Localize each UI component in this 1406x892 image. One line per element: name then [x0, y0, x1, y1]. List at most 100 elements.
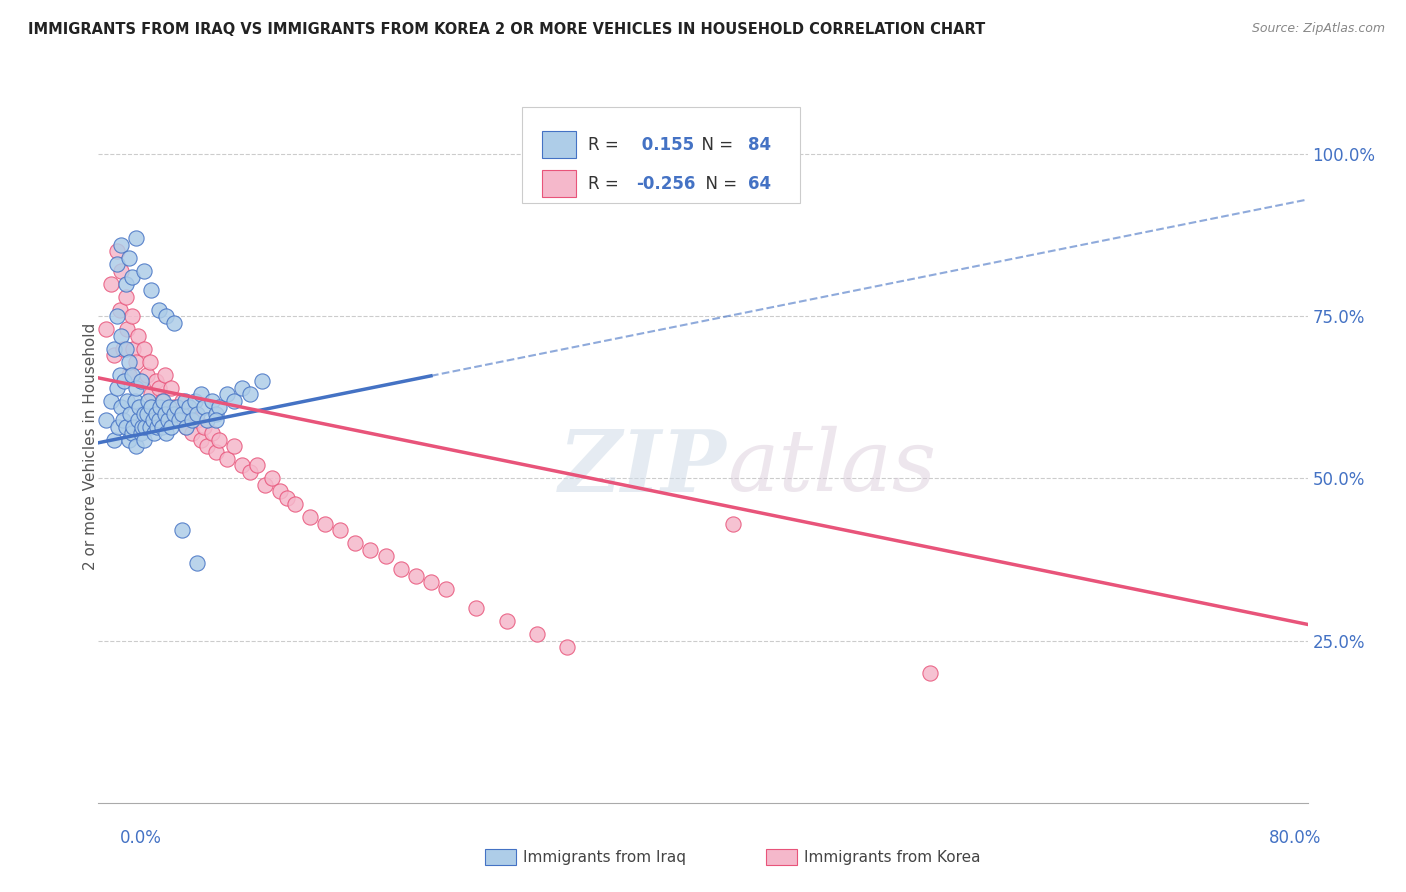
Point: [94, 322, 117, 336]
Point: [163, 316, 186, 330]
Point: [125, 381, 148, 395]
Point: [94, 413, 117, 427]
Point: [136, 393, 159, 408]
Point: [205, 407, 228, 421]
Point: [129, 374, 152, 388]
Point: [105, 244, 128, 259]
Point: [110, 400, 132, 414]
Point: [121, 310, 143, 324]
Point: [143, 425, 166, 440]
Point: [155, 310, 177, 324]
Point: [170, 393, 193, 408]
Point: [112, 374, 135, 388]
Point: [215, 452, 238, 467]
Point: [132, 264, 155, 278]
Point: [190, 433, 212, 447]
Point: [132, 433, 155, 447]
Point: [174, 419, 197, 434]
Point: [526, 627, 548, 641]
Point: [495, 614, 517, 628]
Point: [215, 387, 238, 401]
Text: atlas: atlas: [727, 426, 936, 508]
Text: R =: R =: [588, 175, 624, 193]
Text: ZIP: ZIP: [560, 425, 727, 509]
Point: [129, 425, 152, 440]
Point: [145, 407, 167, 421]
Point: [163, 400, 186, 414]
Point: [132, 407, 155, 421]
Point: [224, 439, 246, 453]
Point: [121, 270, 143, 285]
Point: [111, 413, 134, 427]
Point: [156, 413, 179, 427]
Point: [155, 425, 177, 440]
Point: [107, 419, 129, 434]
Point: [231, 381, 253, 395]
Point: [205, 445, 228, 459]
Text: R =: R =: [588, 136, 624, 153]
Point: [134, 419, 156, 434]
Text: 84: 84: [748, 136, 770, 153]
Point: [181, 413, 204, 427]
Point: [132, 342, 155, 356]
Text: 0.155: 0.155: [637, 136, 695, 153]
Point: [148, 381, 170, 395]
Point: [135, 368, 157, 382]
Point: [103, 433, 125, 447]
Point: [239, 465, 262, 479]
Point: [723, 516, 745, 531]
Point: [118, 354, 141, 368]
Point: [166, 400, 188, 414]
Point: [114, 277, 136, 291]
Point: [145, 374, 167, 388]
Point: [114, 342, 136, 356]
Point: [105, 381, 128, 395]
Point: [139, 354, 162, 368]
Text: 80.0%: 80.0%: [1270, 829, 1322, 847]
Text: N =: N =: [695, 175, 742, 193]
Point: [115, 322, 138, 336]
Point: [103, 342, 125, 356]
Point: [131, 419, 153, 434]
FancyBboxPatch shape: [522, 107, 800, 203]
Y-axis label: 2 or more Vehicles in Household: 2 or more Vehicles in Household: [83, 322, 97, 570]
Point: [141, 387, 163, 401]
Point: [195, 413, 218, 427]
Point: [127, 328, 149, 343]
Point: [201, 425, 224, 440]
Text: Immigrants from Korea: Immigrants from Korea: [804, 850, 981, 864]
Point: [105, 310, 128, 324]
Point: [167, 413, 190, 427]
FancyBboxPatch shape: [543, 170, 576, 197]
Point: [142, 413, 165, 427]
FancyBboxPatch shape: [543, 131, 576, 158]
Point: [108, 368, 131, 382]
Point: [262, 471, 284, 485]
Text: Immigrants from Iraq: Immigrants from Iraq: [523, 850, 686, 864]
Point: [148, 302, 170, 317]
Point: [159, 400, 181, 414]
Text: 0.0%: 0.0%: [120, 829, 162, 847]
Point: [150, 419, 173, 434]
Point: [195, 439, 218, 453]
Point: [250, 374, 273, 388]
Point: [114, 290, 136, 304]
Point: [193, 400, 215, 414]
Point: [276, 491, 298, 505]
Point: [184, 393, 207, 408]
Point: [329, 524, 352, 538]
Point: [344, 536, 367, 550]
Point: [125, 354, 148, 368]
Point: [170, 524, 193, 538]
Point: [284, 497, 307, 511]
Point: [555, 640, 578, 654]
Point: [118, 433, 141, 447]
Point: [120, 407, 142, 421]
Point: [179, 400, 201, 414]
Text: 64: 64: [748, 175, 770, 193]
Point: [193, 419, 215, 434]
Point: [374, 549, 396, 564]
Point: [150, 393, 173, 408]
Point: [181, 425, 204, 440]
Point: [170, 407, 193, 421]
